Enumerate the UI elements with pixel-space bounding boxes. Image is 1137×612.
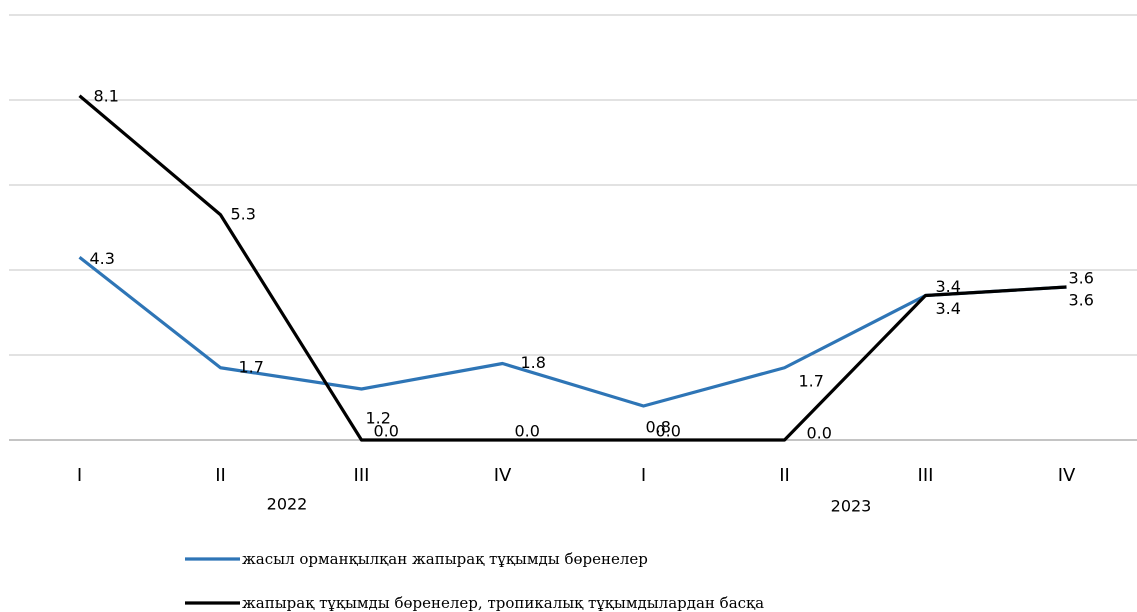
series-line [78, 255, 1067, 408]
data-label: 1.7 [239, 357, 264, 376]
legend-label: жапырақ тұқымды бөренелер, тропикалық тұ… [242, 594, 764, 612]
x-tick-label: III [918, 465, 934, 486]
x-tick-label: IV [494, 465, 512, 486]
data-label: 0.0 [515, 422, 540, 441]
x-tick-label: II [779, 465, 790, 486]
data-label: 3.4 [936, 277, 961, 296]
year-label: 2022 [267, 495, 308, 514]
data-label: 0.0 [374, 422, 399, 441]
x-tick-label: IV [1058, 465, 1076, 486]
data-label: 0.8 [646, 418, 671, 437]
data-label: 0.0 [656, 422, 681, 441]
x-tick-label: I [641, 465, 646, 486]
data-label: 1.2 [366, 409, 391, 428]
series-line [78, 94, 1067, 442]
data-label: 1.7 [799, 371, 824, 390]
x-tick-label: III [354, 465, 370, 486]
data-label: 0.0 [807, 424, 832, 443]
data-label: 8.1 [94, 86, 119, 105]
data-label: 3.6 [1069, 269, 1094, 288]
legend-label: жасыл орманқылқан жапырақ тұқымды бөрене… [242, 550, 648, 568]
year-label: 2023 [831, 497, 872, 516]
data-label: 3.4 [936, 299, 961, 318]
data-label: 3.6 [1069, 291, 1094, 310]
x-tick-label: II [215, 465, 226, 486]
data-label: 1.8 [521, 353, 546, 372]
data-label: 4.3 [90, 249, 115, 268]
x-tick-label: I [77, 465, 82, 486]
data-label: 5.3 [231, 204, 256, 223]
